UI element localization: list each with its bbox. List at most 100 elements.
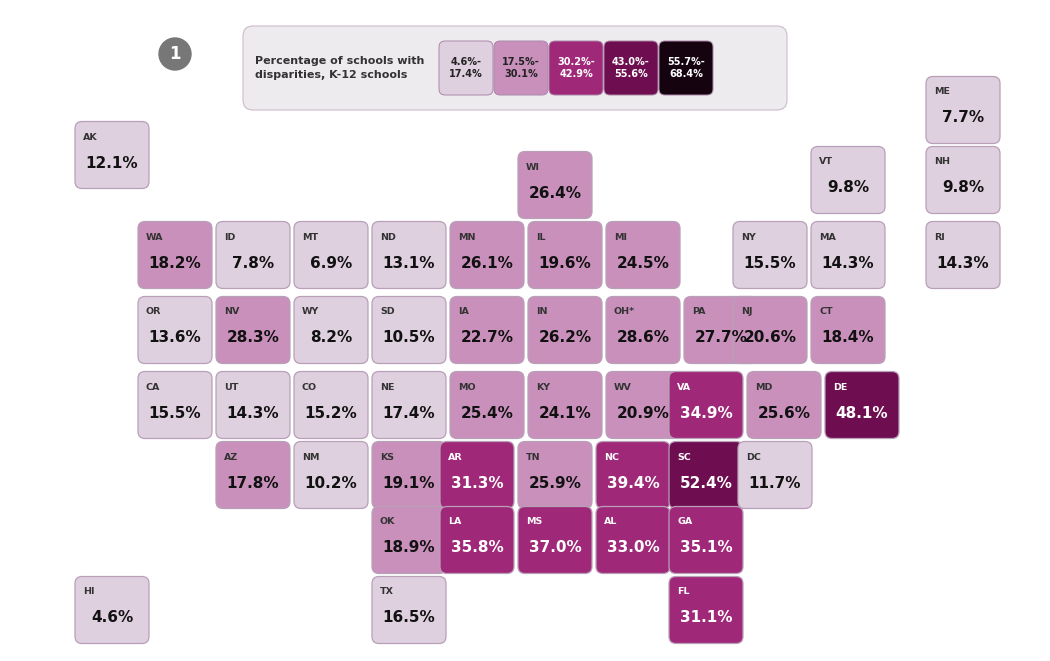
FancyBboxPatch shape <box>747 371 821 438</box>
Text: RI: RI <box>934 233 945 241</box>
FancyBboxPatch shape <box>216 297 290 364</box>
Text: 1: 1 <box>169 45 181 63</box>
Text: 48.1%: 48.1% <box>836 405 888 420</box>
FancyBboxPatch shape <box>549 41 603 95</box>
FancyBboxPatch shape <box>440 442 514 508</box>
Text: OK: OK <box>380 518 396 527</box>
Text: 35.1%: 35.1% <box>679 541 732 555</box>
Text: 24.5%: 24.5% <box>616 256 670 270</box>
Text: 25.6%: 25.6% <box>757 405 811 420</box>
Text: NE: NE <box>380 383 395 391</box>
FancyBboxPatch shape <box>606 371 680 438</box>
FancyBboxPatch shape <box>926 77 1000 143</box>
Text: IN: IN <box>536 307 547 317</box>
Text: 11.7%: 11.7% <box>749 475 801 490</box>
Text: LA: LA <box>448 518 461 527</box>
Text: 10.2%: 10.2% <box>304 475 357 490</box>
Text: 39.4%: 39.4% <box>607 475 659 490</box>
Text: 25.9%: 25.9% <box>528 475 582 490</box>
FancyBboxPatch shape <box>294 221 367 288</box>
Text: 19.1%: 19.1% <box>383 475 436 490</box>
Text: 27.7%: 27.7% <box>694 330 748 346</box>
Text: 13.6%: 13.6% <box>149 330 202 346</box>
Text: 30.2%-
42.9%: 30.2%- 42.9% <box>558 57 595 79</box>
Text: TN: TN <box>526 453 541 461</box>
Text: 4.6%-
17.4%: 4.6%- 17.4% <box>449 57 483 79</box>
Text: MS: MS <box>526 518 542 527</box>
FancyBboxPatch shape <box>926 221 1000 288</box>
Text: 14.3%: 14.3% <box>822 256 875 270</box>
FancyBboxPatch shape <box>669 506 743 574</box>
FancyBboxPatch shape <box>372 442 446 508</box>
FancyBboxPatch shape <box>216 371 290 438</box>
FancyBboxPatch shape <box>596 506 670 574</box>
FancyBboxPatch shape <box>450 297 524 364</box>
FancyBboxPatch shape <box>294 442 367 508</box>
Text: 37.0%: 37.0% <box>528 541 582 555</box>
Text: CO: CO <box>302 383 317 391</box>
Text: 16.5%: 16.5% <box>382 611 436 625</box>
Text: AK: AK <box>83 132 98 141</box>
Circle shape <box>159 38 191 70</box>
Text: NV: NV <box>224 307 239 317</box>
Text: MO: MO <box>458 383 476 391</box>
Text: VT: VT <box>819 157 833 167</box>
FancyBboxPatch shape <box>738 442 812 508</box>
Text: NM: NM <box>302 453 319 461</box>
FancyBboxPatch shape <box>811 147 885 214</box>
Text: 35.8%: 35.8% <box>450 541 503 555</box>
FancyBboxPatch shape <box>450 221 524 288</box>
Text: KY: KY <box>536 383 550 391</box>
FancyBboxPatch shape <box>684 297 758 364</box>
Text: MT: MT <box>302 233 318 241</box>
Text: 7.7%: 7.7% <box>942 110 984 126</box>
Text: 6.9%: 6.9% <box>310 256 352 270</box>
Text: 18.2%: 18.2% <box>149 256 202 270</box>
Text: 34.9%: 34.9% <box>679 405 733 420</box>
FancyBboxPatch shape <box>669 576 743 644</box>
Text: 26.4%: 26.4% <box>528 186 582 200</box>
FancyBboxPatch shape <box>440 506 514 574</box>
Text: 14.3%: 14.3% <box>937 256 989 270</box>
Text: 25.4%: 25.4% <box>461 405 513 420</box>
Text: FL: FL <box>677 588 690 596</box>
Text: NC: NC <box>604 453 620 461</box>
FancyBboxPatch shape <box>825 371 899 438</box>
FancyBboxPatch shape <box>294 371 367 438</box>
Text: 31.3%: 31.3% <box>450 475 503 490</box>
FancyBboxPatch shape <box>528 371 602 438</box>
FancyBboxPatch shape <box>659 41 713 95</box>
Text: 26.2%: 26.2% <box>539 330 591 346</box>
FancyBboxPatch shape <box>243 26 788 110</box>
Text: 15.2%: 15.2% <box>304 405 357 420</box>
Text: 19.6%: 19.6% <box>539 256 591 270</box>
Text: 9.8%: 9.8% <box>942 180 984 196</box>
Text: IL: IL <box>536 233 546 241</box>
FancyBboxPatch shape <box>294 297 367 364</box>
Text: MN: MN <box>458 233 476 241</box>
FancyBboxPatch shape <box>138 297 212 364</box>
Text: CT: CT <box>819 307 833 317</box>
FancyBboxPatch shape <box>528 221 602 288</box>
Text: HI: HI <box>83 588 94 596</box>
Text: WI: WI <box>526 163 540 171</box>
FancyBboxPatch shape <box>216 442 290 508</box>
Text: 20.6%: 20.6% <box>743 330 797 346</box>
FancyBboxPatch shape <box>372 506 446 574</box>
Text: 17.4%: 17.4% <box>382 405 436 420</box>
Text: 7.8%: 7.8% <box>232 256 274 270</box>
Text: DC: DC <box>746 453 761 461</box>
FancyBboxPatch shape <box>733 297 807 364</box>
Text: IA: IA <box>458 307 469 317</box>
FancyBboxPatch shape <box>75 576 149 644</box>
Text: MI: MI <box>614 233 627 241</box>
Text: MD: MD <box>755 383 773 391</box>
FancyBboxPatch shape <box>669 371 743 438</box>
Text: 26.1%: 26.1% <box>461 256 513 270</box>
Text: 43.0%-
55.6%: 43.0%- 55.6% <box>612 57 650 79</box>
Text: ME: ME <box>934 87 950 97</box>
Text: PA: PA <box>692 307 706 317</box>
FancyBboxPatch shape <box>518 442 592 508</box>
Text: WY: WY <box>302 307 319 317</box>
Text: 31.1%: 31.1% <box>679 611 732 625</box>
